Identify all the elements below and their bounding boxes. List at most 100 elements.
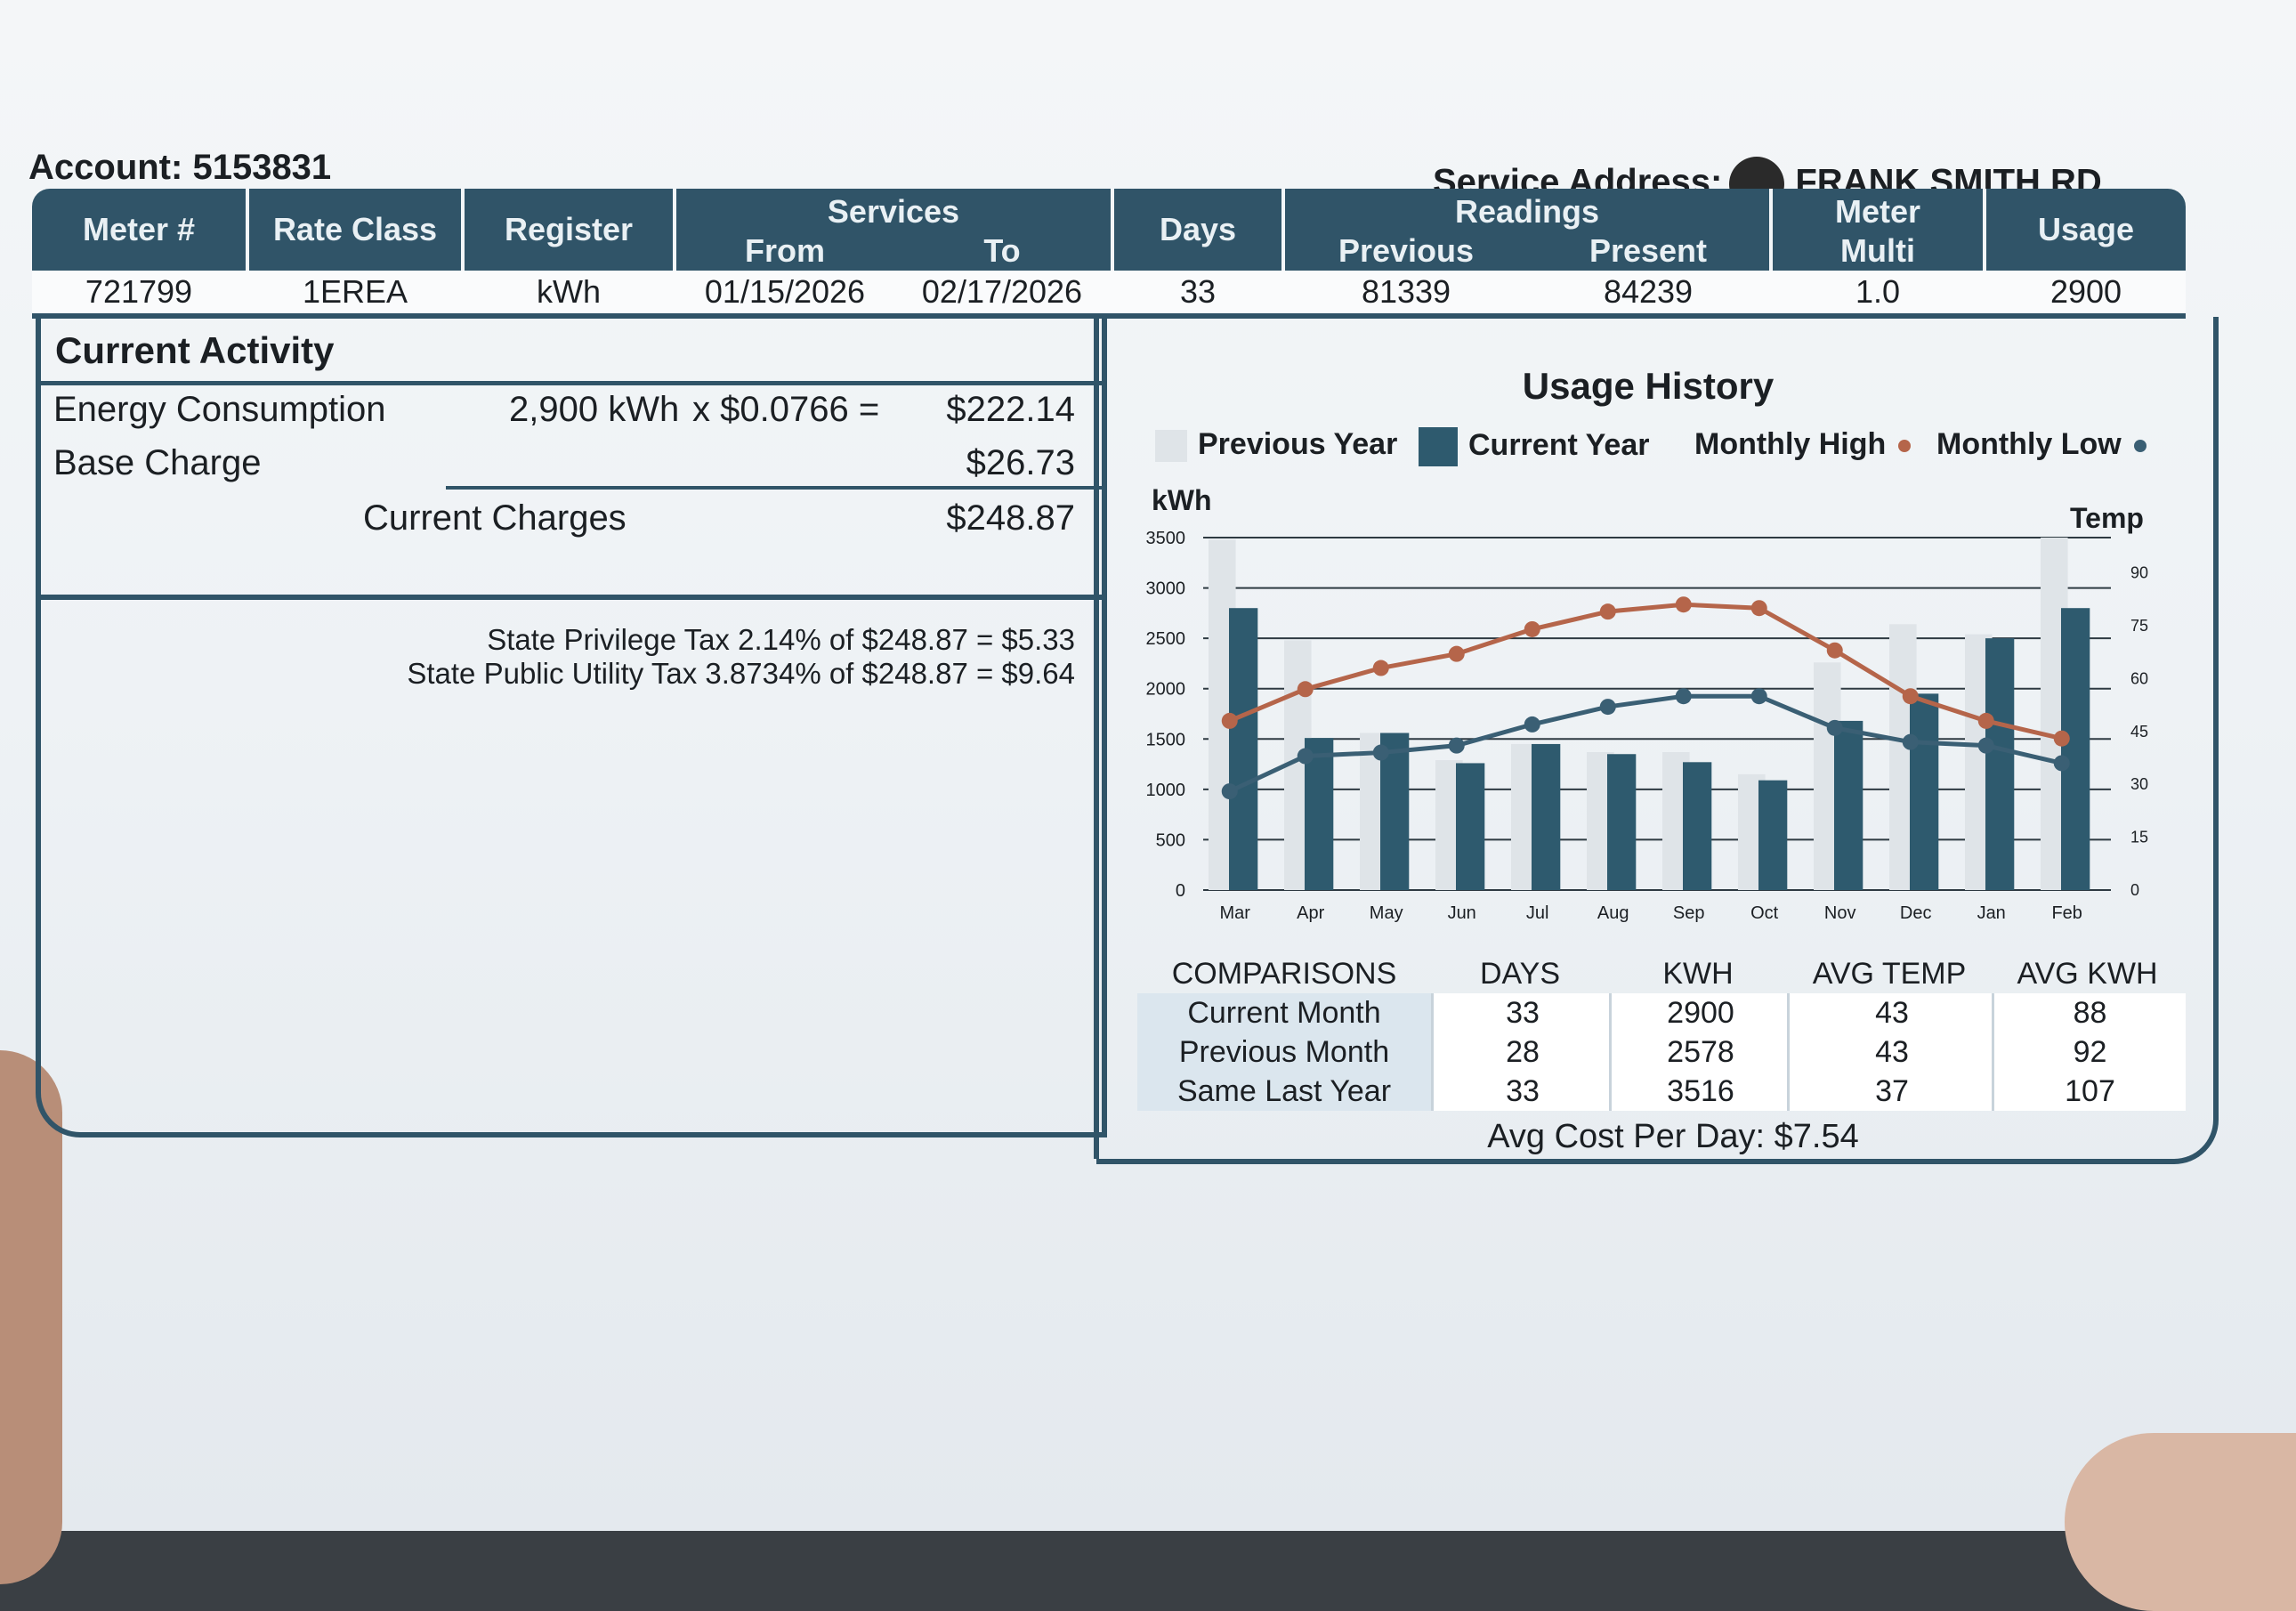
comparisons-row-last-year: Same Last Year 33 3516 37 107 [1137,1072,2186,1111]
y-tick-label: 500 [1156,830,1185,850]
hand-thumb [0,1050,62,1584]
rate-class: 1EREA [302,273,408,310]
energy-amount: $222.14 [946,390,1075,429]
x-tick-label: Nov [1824,903,1856,923]
x-tick-label: Apr [1297,903,1324,923]
row-avg-temp: 43 [1787,1032,1994,1072]
y-tick-label: 2000 [1146,680,1186,700]
row-kwh: 3516 [1609,1072,1790,1111]
y-tick-label: 0 [1176,881,1185,901]
usage-history-chart: 0 500 1000 1500 2000 2500 3000 3500 0 15 30 45 60 75 9… [1146,529,2149,923]
base-charge-label: Base Charge [53,443,262,482]
panel-divider [1094,317,1099,1159]
header-previous: Previous [1338,232,1475,269]
legend-swatch-current [1419,427,1458,466]
state-public-utility-tax: State Public Utility Tax 3.8734% of $248… [407,657,1075,690]
monthly-high-point [1524,620,1540,637]
monthly-high-point [1297,681,1314,698]
register: kWh [537,273,601,310]
y2-tick-label: 60 [2130,669,2148,687]
usage-history-panel [1096,317,2219,1164]
monthly-high-point [1599,603,1616,620]
bar-current-year [1910,693,1939,890]
legend-high-dot [1898,440,1912,453]
x-tick-label: Dec [1900,903,1932,923]
divider [41,381,1102,385]
row-kwh: 2578 [1609,1032,1790,1072]
bar-current-year [1607,754,1637,890]
header-meter-multi: Meter Multi [1773,189,1983,271]
monthly-low-point [1524,716,1540,733]
reading-present: 84239 [1603,273,1694,310]
energy-kwh: 2,900 kWh [509,390,680,429]
meter-number: 721799 [85,273,193,310]
bar-current-year [2061,608,2090,890]
header-present: Present [1589,232,1708,269]
monthly-low-point [1750,688,1767,705]
reading-previous: 81339 [1361,273,1451,310]
header-register: Register [504,211,634,247]
monthly-low-point [1372,744,1389,761]
x-tick-label: Jul [1526,903,1549,923]
bar-current-year [1305,738,1334,890]
current-charges-label: Current Charges [363,498,627,538]
monthly-low-point [2053,755,2070,772]
y2-tick-label: 75 [2130,617,2148,635]
row-label: Current Month [1137,993,1431,1032]
days: 33 [1179,273,1217,310]
bar-current-year [1683,762,1712,890]
monthly-high-point [1448,645,1465,662]
comparisons-row-current: Current Month 33 2900 43 88 [1137,993,2186,1032]
monthly-high-point [1902,688,1919,705]
x-tick-label: Oct [1750,903,1779,923]
y2-tick-label: 90 [2130,564,2148,582]
current-activity-panel: Current Activity Energy Consumption 2,90… [36,317,1107,1137]
legend-monthly-high: Monthly High [1694,427,1912,462]
y2-tick-label: 45 [2130,723,2148,741]
monthly-high-point [1372,660,1389,676]
energy-consumption-label: Energy Consumption [53,390,386,429]
bar-current-year [1985,638,2015,890]
y2-tick-label: 15 [2130,829,2148,846]
header-from: From [745,232,825,269]
current-activity-title: Current Activity [55,329,335,371]
service-from: 01/15/2026 [704,273,866,310]
legend-high-label: Monthly High [1694,427,1887,461]
monthly-high-point [2053,730,2070,747]
comparisons-col-avg-kwh: AVG KWH [2017,957,2158,991]
monthly-low-point [1826,719,1843,736]
row-days: 28 [1431,1032,1612,1072]
monthly-low-line [1228,693,2063,794]
row-avg-temp: 37 [1787,1072,1994,1111]
legend-swatch-previous [1155,430,1187,463]
row-avg-temp: 43 [1787,993,1994,1032]
base-charge-amount: $26.73 [966,443,1075,482]
monthly-low-point [1675,688,1692,705]
monthly-low-point [1448,737,1465,754]
header-meter-multi-1: Meter [1834,193,1921,230]
x-tick-label: May [1370,903,1403,923]
bar-current-year [1758,780,1788,890]
row-label: Previous Month [1137,1032,1431,1072]
header-services: Services From To [676,189,1111,271]
y2-tick-label: 30 [2130,775,2148,793]
legend-previous-label: Previous Year [1198,427,1398,461]
legend-monthly-low: Monthly Low [1936,427,2146,462]
y-tick-label: 1500 [1146,730,1186,749]
divider [41,595,1102,600]
monthly-high-point [1221,712,1238,729]
header-meter: Meter # [82,211,196,247]
row-kwh: 2900 [1609,993,1790,1032]
header-usage: Usage [2037,211,2135,247]
row-avg-kwh: 107 [1992,1072,2186,1111]
header-meter-multi-2: Multi [1840,232,1915,269]
monthly-low-point [1599,699,1616,716]
hand-finger [2065,1433,2296,1611]
comparisons-header: COMPARISONS DAYS KWH AVG TEMP AVG KWH [1137,954,2183,993]
account-number: Account: 5153831 [28,148,331,188]
monthly-low-point [1221,783,1238,800]
row-days: 33 [1431,1072,1612,1111]
header-rate-class: Rate Class [272,211,438,247]
meter-table-header: Meter # Rate Class Register Services Fro… [32,189,2186,271]
header-to: To [983,232,1021,269]
